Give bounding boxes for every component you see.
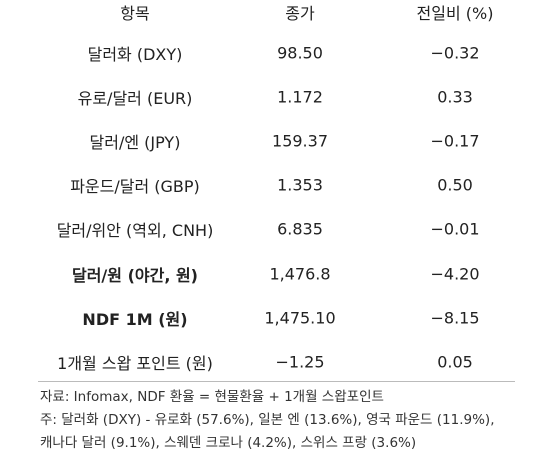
table-cell: 파운드/달러 (GBP) <box>70 177 200 197</box>
table-cell: 98.50 <box>277 43 323 63</box>
table-cell: 1,476.8 <box>269 264 331 283</box>
table-cell: 1,475.10 <box>264 308 336 328</box>
table-cell: 달러/원 (야간, 원) <box>71 265 199 285</box>
table-cell: 1개월 스왑 포인트 (원) <box>57 353 213 373</box>
header-cell: 전일비 (%) <box>416 4 494 23</box>
table-cell: 6.835 <box>277 219 323 239</box>
header-cell: 항목 <box>120 4 150 23</box>
table-cell: 달러/엔 (JPY) <box>89 133 181 153</box>
table-cell: 1.172 <box>277 87 323 107</box>
footnote: 주: 달러화 (DXY) - 유로화 (57.6%), 일본 엔 (13.6%)… <box>40 412 495 428</box>
table-cell: 0.50 <box>437 175 473 195</box>
table-cell: −0.17 <box>430 131 480 151</box>
table-cell: 1.353 <box>277 175 323 195</box>
table-cell: 0.05 <box>437 352 473 372</box>
table-cell: −0.01 <box>430 219 480 239</box>
table-cell: −0.32 <box>430 43 480 63</box>
table-cell: −1.25 <box>275 352 325 372</box>
footnote: 캐나다 달러 (9.1%), 스웨덴 크로나 (4.2%), 스위스 프랑 (3… <box>40 435 417 451</box>
table-cell: 0.33 <box>437 87 473 107</box>
table-cell: −8.15 <box>430 308 480 328</box>
table-cell: NDF 1M (원) <box>82 309 188 329</box>
table-cell: 달러/위안 (역외, CNH) <box>56 221 214 241</box>
table-cell: −4.20 <box>430 264 480 283</box>
header-cell: 종가 <box>285 4 315 23</box>
footnote: 자료: Infomax, NDF 환율 = 현물환율 + 1개월 스왑포인트 <box>40 389 384 405</box>
table-cell: 유로/달러 (EUR) <box>77 89 193 109</box>
table-rule <box>38 381 515 382</box>
table-cell: 159.37 <box>272 131 328 151</box>
table-cell: 달러화 (DXY) <box>87 45 183 64</box>
